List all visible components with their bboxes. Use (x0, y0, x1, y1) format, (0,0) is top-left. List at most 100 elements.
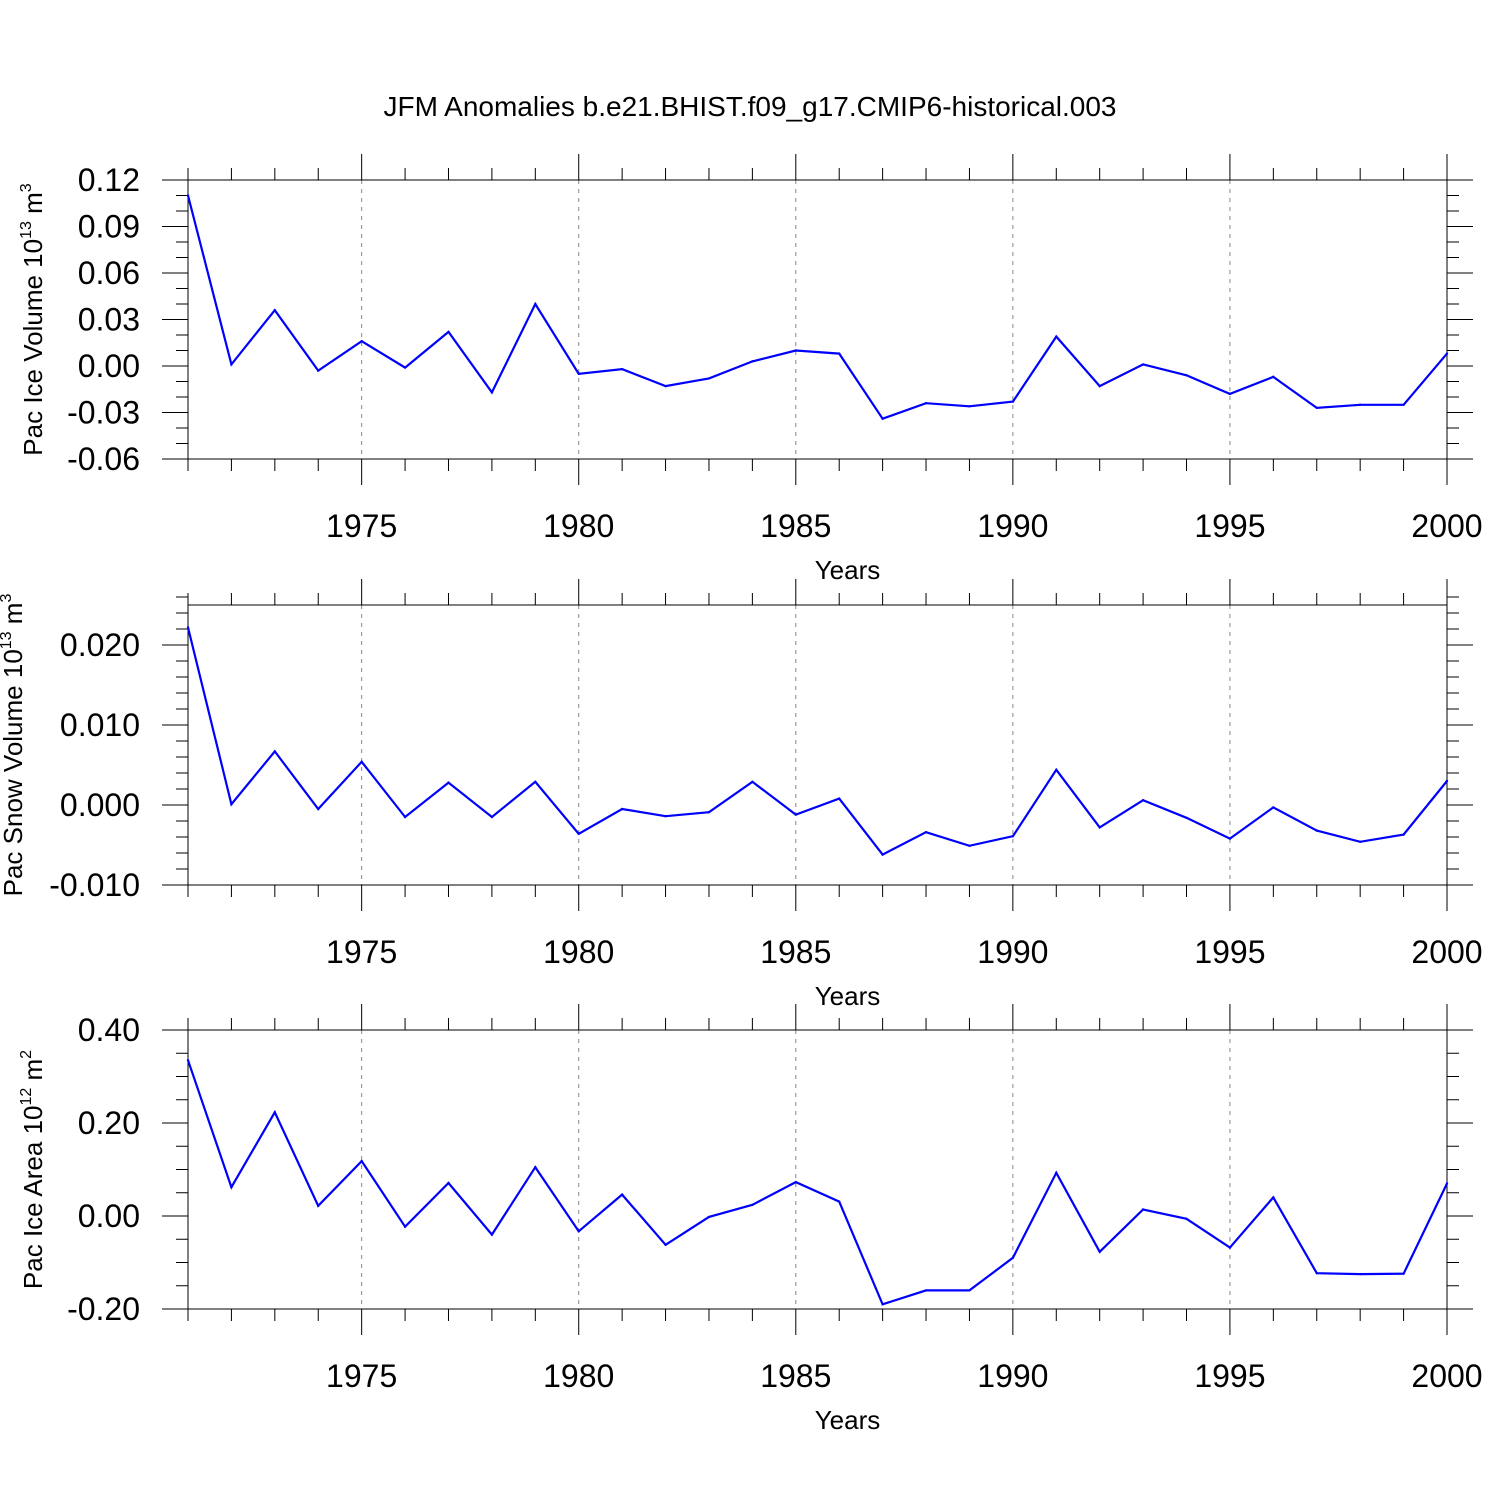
data-point (1402, 403, 1405, 406)
data-point (707, 811, 711, 814)
data-point (490, 815, 494, 819)
data-point (881, 1303, 884, 1306)
data-point (620, 807, 624, 811)
y-tick-label: 0.020 (60, 627, 140, 663)
data-point (1315, 1271, 1318, 1275)
data-point (1445, 779, 1449, 783)
data-point (1445, 1182, 1449, 1185)
data-point (968, 405, 971, 408)
data-point (360, 1159, 363, 1163)
data-point (1272, 375, 1275, 379)
y-label-unit: m (18, 1059, 48, 1088)
x-tick-label: 1995 (1194, 508, 1265, 544)
data-point (1272, 806, 1275, 809)
x-tick-label: 1990 (977, 934, 1048, 970)
y-tick-label: 0.000 (60, 787, 140, 823)
x-axis-label: Years (815, 981, 881, 1011)
data-point (1185, 1217, 1188, 1220)
data-point (1358, 403, 1362, 406)
y-label-main: Pac Snow Volume 10 (0, 649, 28, 896)
x-tick-label: 1985 (760, 1358, 831, 1394)
data-point (924, 831, 928, 834)
x-tick-label: 1990 (977, 1358, 1048, 1394)
data-point (1272, 1196, 1275, 1199)
data-point (1141, 799, 1145, 802)
data-point (838, 797, 841, 800)
data-point (1185, 374, 1188, 377)
data-point (1228, 392, 1232, 396)
data-point (838, 1200, 841, 1203)
data-point (1011, 835, 1015, 838)
data-point (664, 384, 667, 388)
y-axis-label: Pac Ice Area 1012 m2 (18, 1050, 48, 1289)
data-point (794, 1180, 797, 1184)
data-point (794, 349, 797, 352)
data-point (230, 1185, 233, 1189)
data-point (490, 1233, 494, 1236)
data-point (230, 363, 233, 366)
data-point (881, 853, 884, 856)
y-tick-label: 0.03 (78, 302, 140, 338)
y-label-unit-exponent: 3 (18, 183, 35, 192)
x-tick-label: 1980 (543, 1358, 614, 1394)
x-tick-label: 1975 (326, 508, 397, 544)
data-point (534, 780, 537, 783)
x-tick-label: 1990 (977, 508, 1048, 544)
x-tick-label: 2000 (1411, 1358, 1482, 1394)
data-point (403, 815, 407, 819)
data-point (403, 366, 407, 369)
y-label-exponent: 13 (0, 631, 15, 649)
data-point (751, 1203, 754, 1207)
y-tick-label: 0.00 (78, 348, 140, 384)
data-point (273, 750, 277, 753)
plot-frame (187, 179, 1448, 460)
y-label-exponent: 13 (18, 221, 35, 239)
chart-panels: 1975 1980 1985 1990 1995 2000 -0.06 -0.03 0.00 0.… (0, 154, 1483, 1435)
y-label-main: Pac Ice Area 10 (18, 1106, 48, 1290)
plot-frame (187, 1029, 1448, 1310)
y-label-unit: m (18, 192, 48, 221)
series-line (186, 627, 1448, 856)
data-point (447, 1181, 450, 1185)
data-point (490, 391, 494, 394)
data-point (1315, 829, 1318, 832)
y-axis-label: Pac Ice Volume 1013 m3 (18, 183, 48, 456)
x-axis-label: Years (815, 1405, 881, 1435)
data-point (838, 352, 841, 355)
y-tick-label: -0.03 (67, 395, 140, 431)
data-point (1011, 400, 1015, 403)
data-point (707, 377, 711, 380)
data-point (751, 360, 754, 363)
x-tick-label: 1980 (543, 934, 614, 970)
x-tick-label: 2000 (1411, 934, 1482, 970)
panel-1: 1975 1980 1985 1990 1995 2000 -0.06 -0.03 0.00 0.… (18, 154, 1483, 585)
y-tick-label: 0.20 (78, 1105, 140, 1141)
data-point (360, 340, 363, 343)
data-point (1055, 768, 1058, 771)
data-point (1402, 1272, 1405, 1275)
data-point (1098, 1250, 1101, 1254)
data-point (924, 402, 928, 405)
data-point (273, 1111, 277, 1114)
y-tick-label: -0.010 (49, 867, 140, 903)
data-point (968, 1289, 971, 1292)
y-tick-label: 0.06 (78, 255, 140, 291)
data-point (447, 781, 450, 784)
x-axis-label: Years (815, 555, 881, 585)
x-tick-label: 1980 (543, 508, 614, 544)
plot-frame (187, 604, 1448, 886)
x-tick-label: 1985 (760, 508, 831, 544)
data-point (1358, 1272, 1362, 1276)
x-tick-label: 1985 (760, 934, 831, 970)
data-point (447, 330, 450, 334)
data-point (794, 813, 797, 816)
data-point (577, 372, 580, 375)
y-tick-label: 0.09 (78, 209, 140, 245)
data-point (707, 1215, 711, 1219)
y-label-exponent: 12 (18, 1088, 35, 1106)
data-point (881, 417, 884, 420)
data-point (186, 626, 190, 629)
data-point (317, 369, 320, 372)
series-line (186, 1059, 1448, 1306)
